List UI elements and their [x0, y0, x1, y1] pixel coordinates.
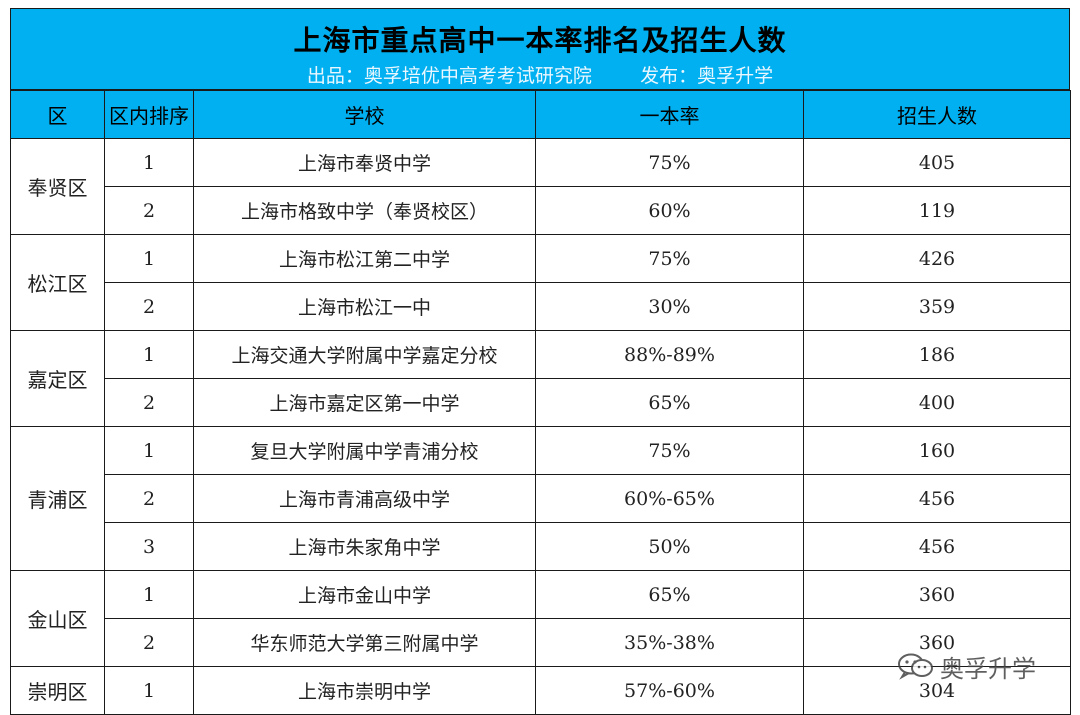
school-cell: 上海市朱家角中学 — [193, 522, 536, 571]
column-header-rank: 区内排序 — [104, 90, 194, 139]
enrollment-cell: 456 — [803, 522, 1071, 571]
district-cell: 松江区 — [10, 234, 105, 331]
table-row: 2 华东师范大学第三附属中学 35%-38% 360 — [11, 618, 1071, 667]
table-row: 2 上海市青浦高级中学 60%-65% 456 — [11, 474, 1071, 523]
table-row: 崇明区 1 上海市崇明中学 57%-60% 304 — [10, 666, 1071, 715]
rank-cell: 1 — [104, 666, 194, 715]
rate-cell: 88%-89% — [535, 330, 804, 379]
rank-cell: 3 — [104, 522, 194, 571]
school-cell: 上海市松江一中 — [193, 282, 536, 331]
rank-cell: 1 — [104, 234, 194, 283]
column-header-rate: 一本率 — [535, 90, 804, 139]
rank-cell: 1 — [104, 138, 194, 187]
school-cell: 复旦大学附属中学青浦分校 — [193, 426, 536, 475]
watermark: 奥孚升学 — [896, 650, 1070, 683]
table-row: 3 上海市朱家角中学 50% 456 — [11, 522, 1071, 571]
school-cell: 上海市奉贤中学 — [193, 138, 536, 187]
table-title: 上海市重点高中一本率排名及招生人数 — [293, 24, 787, 57]
column-header-enrollment: 招生人数 — [803, 90, 1071, 139]
rank-cell: 1 — [104, 330, 194, 379]
table-row: 嘉定区 1 上海交通大学附属中学嘉定分校 88%-89% 186 — [10, 330, 1071, 427]
rate-cell: 75% — [535, 234, 804, 283]
ranking-table-frame: 上海市重点高中一本率排名及招生人数 出品：奥孚培优中高考考试研究院 发布：奥孚升… — [10, 8, 1071, 715]
rate-cell: 50% — [535, 522, 804, 571]
rank-cell: 2 — [104, 186, 194, 235]
rate-cell: 75% — [535, 138, 804, 187]
district-cell: 奉贤区 — [10, 138, 105, 235]
enrollment-cell: 405 — [803, 138, 1071, 187]
rank-cell: 2 — [104, 282, 194, 331]
table-row: 松江区 1 上海市松江第二中学 75% 426 — [10, 234, 1071, 331]
school-cell: 上海市青浦高级中学 — [193, 474, 536, 523]
column-header-district: 区 — [10, 90, 105, 139]
column-header-school: 学校 — [193, 90, 536, 139]
enrollment-cell: 304 — [803, 666, 1071, 715]
rate-cell: 75% — [535, 426, 804, 475]
district-cell: 青浦区 — [10, 426, 105, 571]
rate-cell: 65% — [535, 570, 804, 619]
rank-cell: 2 — [104, 378, 194, 427]
rank-cell: 1 — [104, 426, 194, 475]
school-cell: 上海市嘉定区第一中学 — [193, 378, 536, 427]
enrollment-cell: 186 — [803, 330, 1071, 379]
school-cell: 上海市崇明中学 — [193, 666, 536, 715]
rate-cell: 60% — [535, 186, 804, 235]
rate-cell: 30% — [535, 282, 804, 331]
district-cell: 金山区 — [10, 570, 105, 667]
table-row: 金山区 1 上海市金山中学 65% 360 — [10, 570, 1071, 667]
enrollment-cell: 359 — [803, 282, 1071, 331]
column-header-row: 区 区内排序 学校 一本率 招生人数 — [10, 90, 1071, 139]
enrollment-cell: 426 — [803, 234, 1071, 283]
enrollment-cell: 360 — [803, 618, 1071, 667]
watermark-text: 奥孚升学 — [940, 654, 1036, 683]
table-row: 2 上海市格致中学（奉贤校区） 60% 119 — [11, 186, 1071, 235]
table-row: 青浦区 1 复旦大学附属中学青浦分校 75% 160 — [10, 426, 1071, 571]
enrollment-cell: 160 — [803, 426, 1071, 475]
enrollment-cell: 119 — [803, 186, 1071, 235]
enrollment-cell: 360 — [803, 570, 1071, 619]
table-row: 奉贤区 1 上海市奉贤中学 75% 405 — [10, 138, 1071, 235]
rate-cell: 57%-60% — [535, 666, 804, 715]
enrollment-cell: 456 — [803, 474, 1071, 523]
wechat-icon — [896, 652, 936, 680]
rate-cell: 35%-38% — [535, 618, 804, 667]
school-cell: 华东师范大学第三附属中学 — [193, 618, 536, 667]
school-cell: 上海交通大学附属中学嘉定分校 — [193, 330, 536, 379]
rate-cell: 60%-65% — [535, 474, 804, 523]
rank-cell: 2 — [104, 474, 194, 523]
rank-cell: 2 — [104, 618, 194, 667]
school-cell: 上海市松江第二中学 — [193, 234, 536, 283]
school-cell: 上海市金山中学 — [193, 570, 536, 619]
ranking-table: 区 区内排序 学校 一本率 招生人数 奉贤区 1 上海市奉贤中学 75% 405… — [10, 90, 1071, 715]
table-row: 2 上海市松江一中 30% 359 — [11, 282, 1071, 331]
table-subtitle: 出品：奥孚培优中高考考试研究院 发布：奥孚升学 — [306, 65, 774, 87]
table-row: 2 上海市嘉定区第一中学 65% 400 — [11, 378, 1071, 427]
rank-cell: 1 — [104, 570, 194, 619]
enrollment-cell: 400 — [803, 378, 1071, 427]
table-header-banner: 上海市重点高中一本率排名及招生人数 出品：奥孚培优中高考考试研究院 发布：奥孚升… — [10, 8, 1070, 90]
district-cell: 崇明区 — [10, 666, 105, 715]
school-cell: 上海市格致中学（奉贤校区） — [193, 186, 536, 235]
district-cell: 嘉定区 — [10, 330, 105, 427]
rate-cell: 65% — [535, 378, 804, 427]
